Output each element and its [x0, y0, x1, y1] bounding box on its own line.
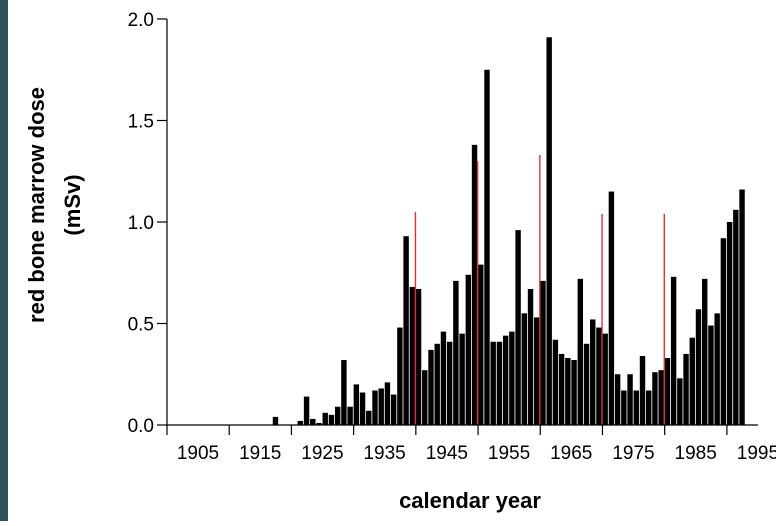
- bar: [614, 374, 621, 425]
- bar: [372, 390, 378, 425]
- bar: [378, 388, 384, 425]
- bar: [334, 406, 341, 425]
- x-tick-label: 1995: [737, 443, 776, 464]
- y-axis-unit: (mSv): [60, 174, 85, 235]
- bar: [434, 343, 440, 425]
- bar: [509, 331, 515, 425]
- bar: [359, 392, 366, 425]
- bar: [478, 264, 484, 425]
- bar: [347, 406, 353, 425]
- bar: [465, 274, 472, 425]
- bar: [695, 309, 702, 425]
- x-tick-label: 1965: [550, 443, 592, 464]
- bar: [652, 372, 658, 425]
- bar: [490, 341, 496, 425]
- bar: [353, 384, 360, 425]
- bar: [633, 390, 639, 425]
- bar: [515, 230, 521, 425]
- bar: [683, 353, 689, 425]
- bar: [602, 333, 608, 425]
- y-axis-title: red bone marrow dose: [24, 87, 49, 323]
- bar: [502, 335, 509, 425]
- bar: [639, 355, 646, 425]
- bar: [316, 422, 322, 425]
- bar: [428, 349, 434, 425]
- y-tick-label: 1.5: [128, 112, 154, 133]
- bar: [341, 360, 347, 425]
- bars-group: [272, 37, 745, 426]
- y-tick-label: 0.0: [128, 416, 154, 437]
- bar: [546, 37, 552, 426]
- bar: [714, 313, 720, 425]
- bar: [521, 313, 528, 425]
- bar: [621, 390, 627, 425]
- bar: [689, 337, 695, 425]
- bar: [328, 414, 335, 425]
- bar: [484, 69, 490, 425]
- bar: [453, 280, 459, 425]
- bar: [272, 416, 279, 425]
- bar: [496, 341, 503, 425]
- x-tick-label: 1955: [488, 443, 530, 464]
- x-axis-title: calendar year: [399, 488, 541, 513]
- bar: [565, 358, 571, 425]
- bar: [459, 333, 465, 425]
- y-tick-label: 1.0: [128, 213, 154, 234]
- x-tick-label: 1985: [675, 443, 717, 464]
- bar: [739, 189, 745, 425]
- bar: [446, 341, 453, 425]
- bar: [384, 382, 391, 425]
- bar: [540, 280, 546, 425]
- bar: [708, 325, 714, 425]
- bar: [403, 236, 409, 425]
- x-tick-label: 1945: [426, 443, 468, 464]
- marker-lines-group: [414, 155, 665, 425]
- bar: [646, 390, 652, 425]
- bar: [571, 360, 577, 425]
- x-tick-label: 1915: [239, 443, 281, 464]
- bar: [627, 374, 633, 425]
- bar: [720, 238, 727, 425]
- bar: [702, 278, 708, 425]
- bar: [310, 418, 316, 425]
- bar: [422, 370, 428, 425]
- bar: [297, 420, 304, 425]
- bar: [440, 331, 447, 425]
- bar: [596, 327, 602, 425]
- window-edge: [0, 0, 8, 521]
- bar: [366, 410, 372, 425]
- axes-group: 0.0 0.5 1.0 1.5 2.0 1905 1915 1925 1935 1945 1955 1…: [128, 10, 776, 464]
- bar: [415, 288, 422, 425]
- bar: [552, 339, 559, 425]
- x-tick-label: 1905: [177, 443, 219, 464]
- x-tick-label: 1935: [363, 443, 405, 464]
- bar: [733, 209, 739, 425]
- y-tick-label: 0.5: [128, 315, 154, 336]
- bar: [397, 327, 403, 425]
- bar: [583, 343, 590, 425]
- bar: [590, 319, 596, 425]
- bar: [558, 353, 565, 425]
- bar: [664, 358, 671, 425]
- bar: [726, 222, 733, 425]
- x-tick-label: 1925: [301, 443, 343, 464]
- bar: [670, 276, 677, 425]
- bar: [608, 191, 615, 425]
- bar: [527, 288, 534, 425]
- bar: [390, 394, 397, 425]
- bar: [658, 370, 664, 425]
- bar: [322, 412, 328, 425]
- bar: [471, 144, 478, 426]
- x-tick-label: 1975: [612, 443, 654, 464]
- bar: [577, 278, 584, 425]
- y-tick-label: 2.0: [128, 10, 154, 31]
- bar: [677, 378, 683, 425]
- bar: [534, 317, 540, 425]
- bar: [409, 286, 416, 425]
- bar: [303, 396, 310, 425]
